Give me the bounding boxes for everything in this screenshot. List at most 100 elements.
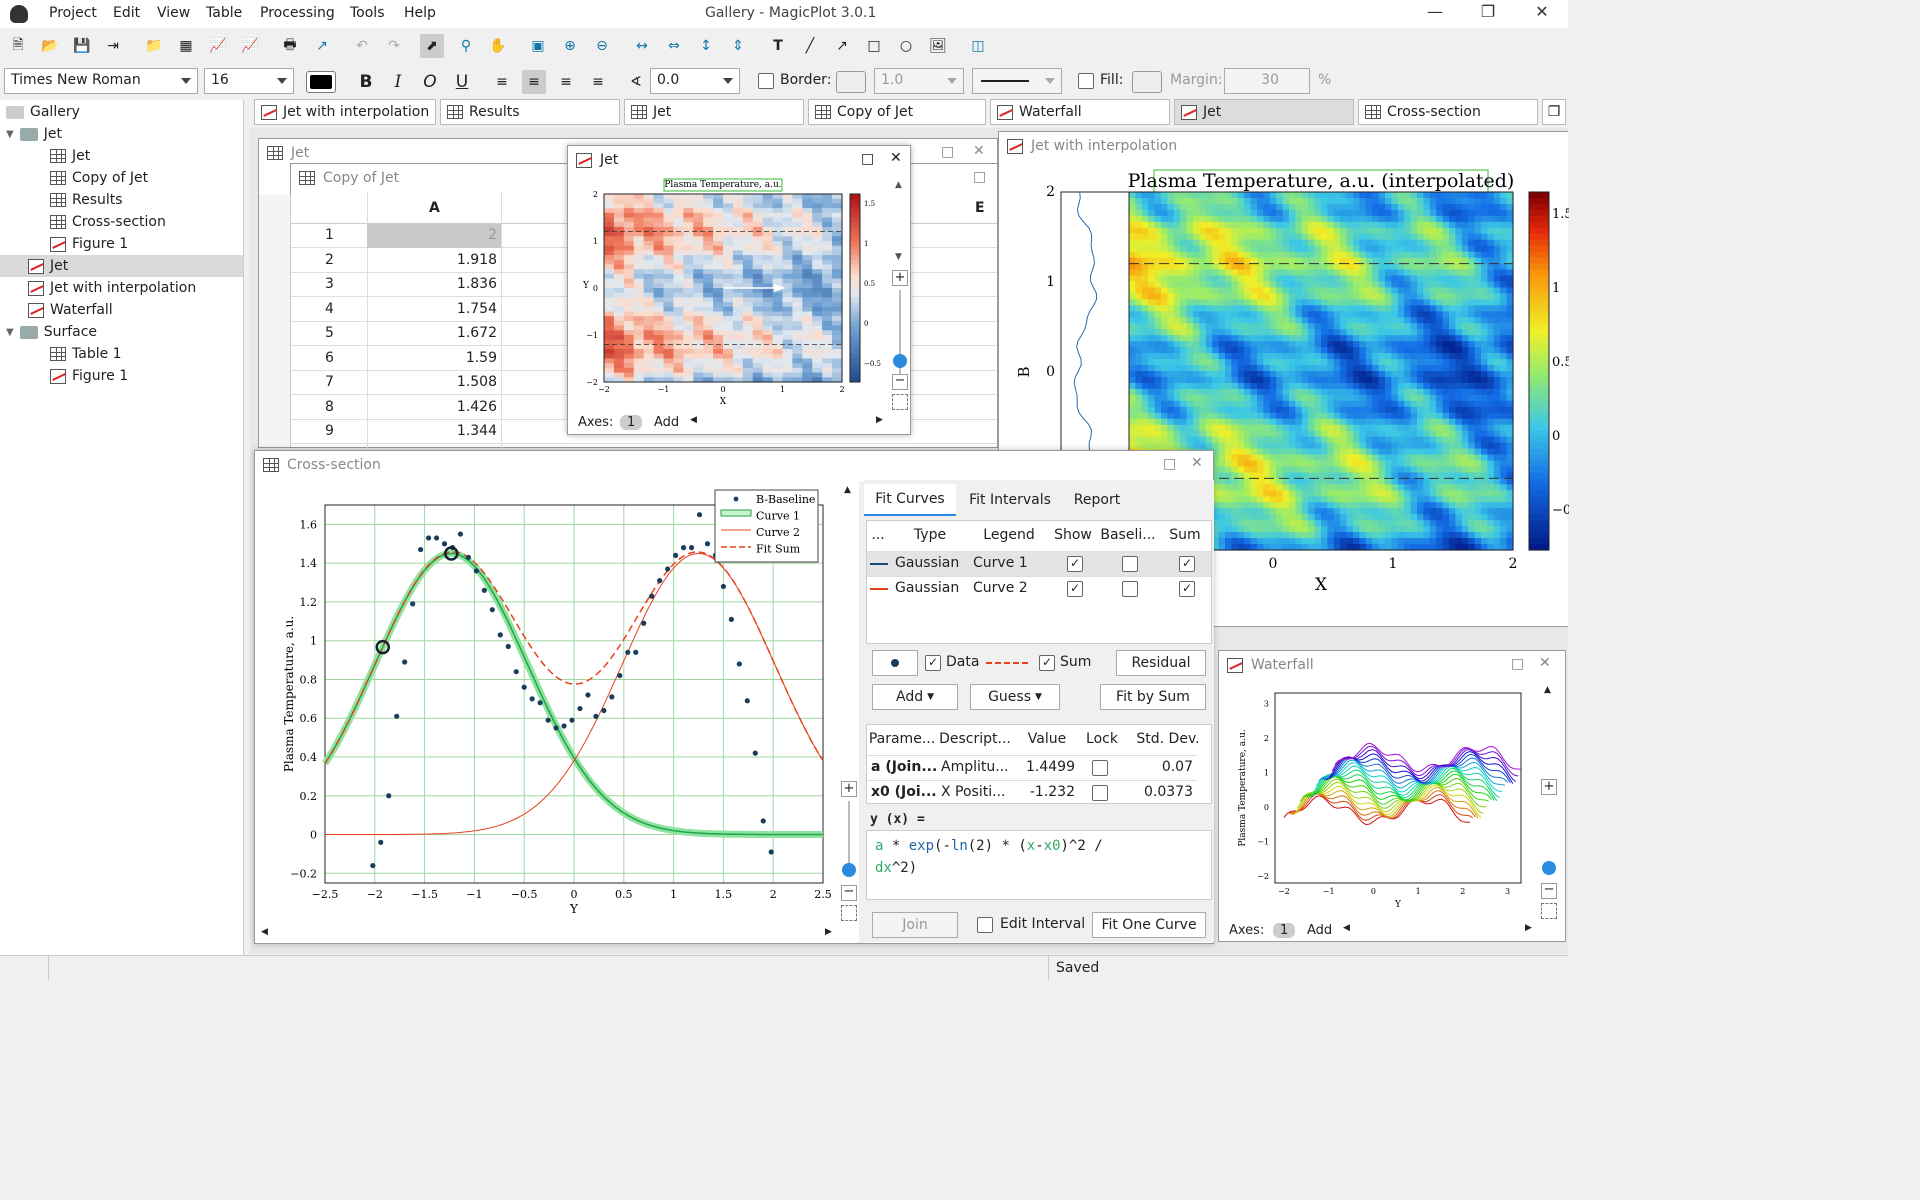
figure-settings-icon[interactable]: 📈 [241,38,259,54]
data-point[interactable] [394,713,400,719]
tree-item-figure-1[interactable]: Figure 1 [50,233,128,255]
new-folder-icon[interactable]: 📁 [145,38,163,54]
zoom-out-icon[interactable]: ⊖ [596,38,608,54]
cell-a[interactable]: 1.836 [456,276,497,292]
expand-x-icon[interactable]: ↔ [636,38,648,54]
shrink-x-icon[interactable]: ⇔ [668,38,680,54]
text-color-swatch[interactable] [306,71,336,93]
cell-a[interactable]: 1.754 [456,300,497,317]
data-point[interactable] [370,862,376,869]
new-table-icon[interactable]: ▦ [179,38,193,54]
menu-project[interactable]: Project [49,5,97,21]
tree-item-jet-with-interpolation[interactable]: Jet with interpolation [28,277,196,299]
data-point[interactable] [521,684,527,690]
align-center-icon[interactable]: ≡ [522,70,546,94]
menu-help[interactable]: Help [404,5,436,21]
minimize-button[interactable]: — [1427,2,1443,21]
font-size-select[interactable]: 16 [204,68,294,94]
image-tool-icon[interactable]: 🖼 [929,38,947,54]
close-icon[interactable]: ✕ [1191,455,1203,471]
export-icon[interactable]: ↗ [316,38,328,54]
fit-sum-line[interactable] [324,551,824,764]
menu-tools[interactable]: Tools [350,5,385,21]
import-icon[interactable]: ⇥ [107,38,119,54]
font-family-select[interactable]: Times New Roman [4,68,198,94]
maximize-icon[interactable]: □ [941,144,955,160]
close-window-button[interactable]: ✕ [1535,2,1549,21]
scroll-right-icon[interactable]: ▶ [876,415,883,425]
column-header-e[interactable]: E [975,200,985,216]
data-point[interactable] [513,669,519,675]
data-point[interactable] [441,541,448,547]
vertical-scrollbar[interactable]: ▲ ▼ + − [892,178,908,414]
window-header[interactable]: Jet [568,146,910,174]
expand-arrow-icon[interactable]: ▼ [6,326,14,338]
cross-section-plot[interactable]: −2.5 −2 −1.5 −1 −0.5 0 0.5 1 1.5 2 2.5−0.200.20.40… [259,485,843,913]
layout-icon[interactable]: ◫ [971,38,985,54]
undo-icon[interactable]: ↶ [356,38,368,54]
border-width-select[interactable]: 1.0 [874,68,964,94]
tree-root-gallery[interactable]: Gallery [6,101,80,123]
scroll-down-icon[interactable]: ▼ [895,252,902,262]
save-icon[interactable]: 💾 [73,38,91,54]
zoom-slider-handle[interactable] [893,354,907,368]
cell-a[interactable]: 1.426 [456,398,497,415]
axes-number[interactable]: 1 [620,415,643,430]
fit-view-icon[interactable]: ▣ [531,38,545,54]
pointer-icon[interactable]: ⬈ [420,34,444,58]
tab-jet-table[interactable]: Jet [624,99,804,125]
scroll-left-icon[interactable]: ◀ [690,415,697,425]
new-icon[interactable]: 🗎 [12,37,24,53]
border-color-swatch[interactable] [836,71,866,93]
menu-processing[interactable]: Processing [260,5,335,21]
data-point[interactable] [378,839,384,845]
tree-item-table-1[interactable]: Table 1 [50,343,122,365]
fill-color-swatch[interactable] [1132,71,1162,93]
border-checkbox[interactable] [758,73,774,89]
maximize-icon[interactable]: □ [861,151,875,167]
tab-waterfall[interactable]: Waterfall [990,99,1170,125]
cell-a[interactable]: 1.918 [456,251,497,268]
align-right-icon[interactable]: ≡ [560,74,572,90]
close-icon[interactable]: ✕ [973,143,985,159]
tab-results[interactable]: Results [440,99,620,125]
data-point[interactable] [545,717,551,723]
tab-jet-figure[interactable]: Jet [1174,99,1354,125]
tree-item-jet-table[interactable]: Jet [50,145,90,167]
tab-list-button[interactable]: ❐ [1542,99,1566,125]
open-icon[interactable]: 📂 [41,38,59,54]
data-point[interactable] [481,587,487,593]
tree-item-copy-of-jet[interactable]: Copy of Jet [50,167,148,189]
cell-a[interactable]: 1.508 [456,374,497,390]
angle-select[interactable]: 0.0 [650,68,740,94]
add-axes-button[interactable]: Add [654,415,680,430]
menu-view[interactable]: View [157,5,191,21]
tree-item-figure-1-surface[interactable]: Figure 1 [50,365,128,387]
tree-folder-jet[interactable]: ▼ Jet [6,123,62,145]
table-row[interactable]: 9 1.344 [291,420,997,444]
ellipse-tool-icon[interactable]: ○ [899,38,913,54]
data-point[interactable] [489,607,495,613]
cell-a[interactable]: 1.344 [456,423,497,439]
text-tool-icon[interactable]: T [773,38,783,54]
tree-item-results[interactable]: Results [50,189,123,211]
maximize-icon[interactable]: □ [1163,456,1177,472]
menu-table[interactable]: Table [206,5,243,21]
zoom-box-icon[interactable]: ⚲ [460,38,472,54]
bold-icon[interactable]: B [359,72,373,92]
scroll-up-icon[interactable]: ▲ [895,180,902,190]
new-figure-icon[interactable]: 📈 [209,38,227,54]
data-point[interactable] [410,601,416,607]
pan-hand-icon[interactable]: ✋ [489,38,507,54]
data-point[interactable] [457,531,464,537]
expand-arrow-icon[interactable]: ▼ [6,128,14,140]
fit-icon[interactable] [892,394,908,410]
cell-a[interactable]: 1.672 [456,325,497,341]
arrow-tool-icon[interactable]: ↗ [836,38,848,54]
print-preview-icon[interactable]: 🖶 [283,37,297,53]
window-header[interactable]: Jet with interpolation [999,132,1568,160]
data-point[interactable] [418,546,424,553]
line-tool-icon[interactable]: ╱ [805,38,815,54]
underline-icon[interactable]: U [455,72,469,92]
tree-item-jet-figure[interactable]: Jet [0,255,243,277]
